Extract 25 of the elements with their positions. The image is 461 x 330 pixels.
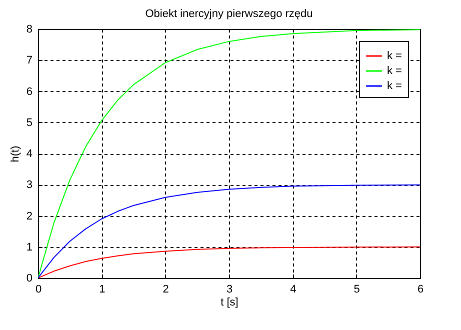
x-tick-label: 2 — [162, 284, 169, 296]
legend-label: k = — [387, 50, 402, 62]
line-series — [38, 246, 420, 278]
y-tick-label: 2 — [26, 210, 32, 222]
y-tick-label: 0 — [26, 272, 32, 284]
y-tick-label: 3 — [26, 179, 32, 192]
x-tick-label: 5 — [354, 284, 360, 296]
chart-title: Obiekt inercyjny pierwszego rzędu — [145, 8, 313, 20]
y-tick-label: 1 — [26, 241, 32, 254]
y-axis-title: h(t) — [9, 146, 22, 162]
x-tick-label: 3 — [226, 284, 233, 296]
y-tick-label: 5 — [26, 116, 32, 129]
y-tick-label: 4 — [26, 148, 32, 160]
line-series — [38, 184, 420, 278]
x-tick-label: 6 — [417, 284, 424, 296]
legend-label: k = — [387, 65, 402, 77]
line-series — [38, 29, 420, 278]
x-axis-title: t [s] — [220, 296, 238, 308]
y-tick-label: 7 — [26, 54, 32, 67]
legend-label: k = — [387, 80, 402, 92]
y-tick-label: 8 — [26, 24, 32, 36]
x-tick-label: 0 — [35, 284, 42, 296]
x-tick-label: 4 — [290, 284, 296, 296]
y-tick-label: 6 — [26, 86, 32, 98]
x-tick-label: 1 — [99, 284, 106, 296]
